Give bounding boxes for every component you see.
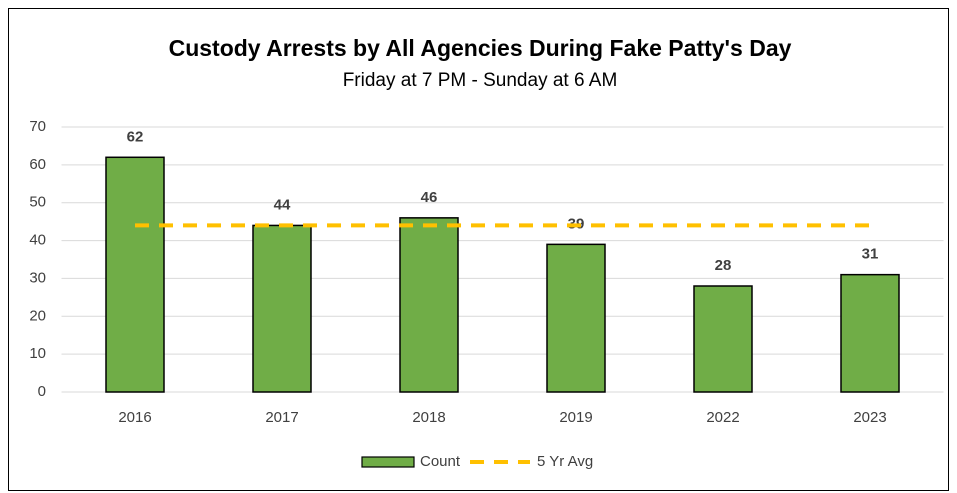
x-tick-label: 2018 — [412, 409, 445, 426]
y-tick-label: 60 — [29, 156, 46, 173]
chart-border — [8, 8, 949, 491]
x-tick-label: 2023 — [853, 409, 886, 426]
chart-title: Custody Arrests by All Agencies During F… — [169, 35, 792, 61]
data-label: 28 — [715, 257, 732, 274]
x-tick-label: 2017 — [265, 409, 298, 426]
y-tick-label: 50 — [29, 194, 46, 211]
bar — [693, 285, 753, 393]
y-tick-label: 0 — [38, 383, 46, 400]
bar — [840, 273, 900, 393]
data-label: 62 — [127, 128, 144, 145]
data-label: 46 — [421, 189, 438, 206]
x-tick-label: 2019 — [559, 409, 592, 426]
legend-label: 5 Yr Avg — [537, 453, 593, 470]
y-tick-label: 30 — [29, 269, 46, 286]
bar — [252, 224, 312, 393]
y-tick-label: 20 — [29, 307, 46, 324]
y-tick-label: 40 — [29, 232, 46, 249]
x-tick-label: 2022 — [706, 409, 739, 426]
y-tick-label: 70 — [29, 118, 46, 135]
chart-subtitle: Friday at 7 PM - Sunday at 6 AM — [343, 70, 618, 91]
y-tick-label: 10 — [29, 345, 46, 362]
data-label: 31 — [862, 246, 879, 263]
data-label: 44 — [274, 196, 291, 213]
x-tick-label: 2016 — [118, 409, 151, 426]
bar — [399, 217, 459, 393]
legend-swatch — [361, 456, 415, 468]
legend-label: Count — [420, 453, 461, 470]
bar — [105, 156, 165, 393]
bar — [546, 243, 606, 393]
